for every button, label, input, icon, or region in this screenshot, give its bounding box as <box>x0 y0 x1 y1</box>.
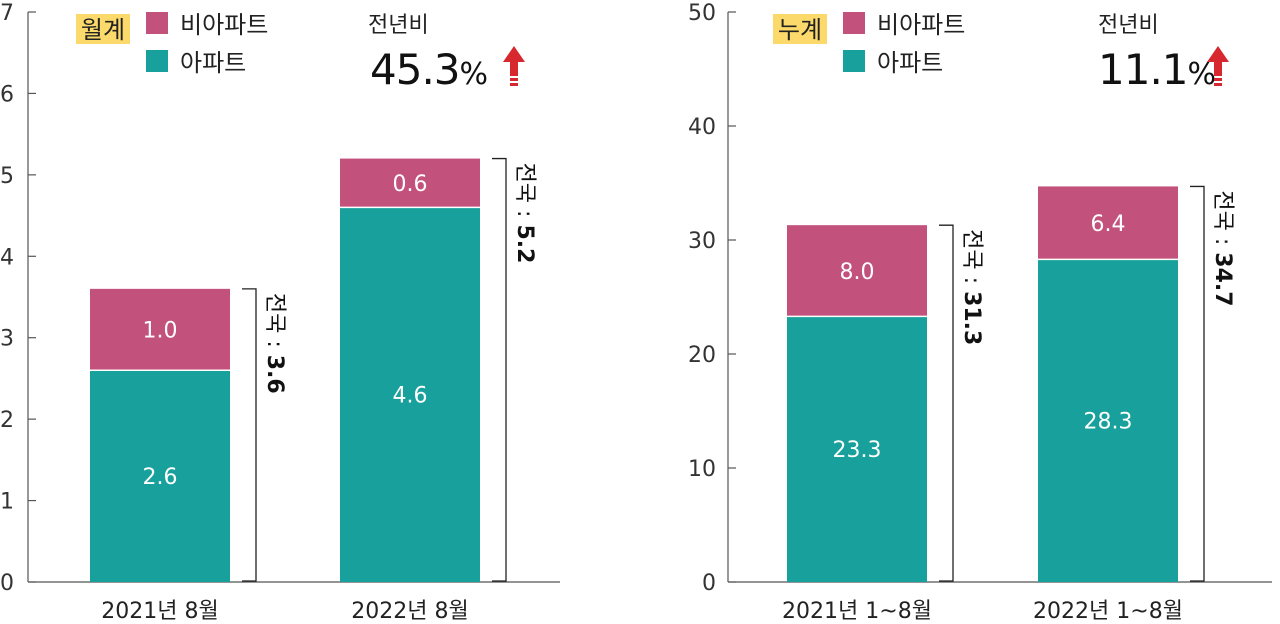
bar-non-apartment <box>1038 186 1178 260</box>
legend-label-apartment: 아파트 <box>180 49 246 77</box>
y-tick-label: 6 <box>0 82 14 107</box>
bar-apartment <box>787 316 927 582</box>
y-tick-label: 2 <box>0 408 14 433</box>
bar-value-label-apartment: 4.6 <box>393 384 428 409</box>
total-bracket <box>492 157 507 582</box>
x-category-label: 2022년 8월 <box>351 599 468 624</box>
monthly-tag-highlight <box>76 14 130 44</box>
bar-value-label-non-apartment: 8.0 <box>840 260 875 285</box>
bar-value-label-non-apartment: 1.0 <box>143 319 178 344</box>
y-tick-label: 0 <box>0 571 14 596</box>
y-tick-label: 5 <box>0 164 14 189</box>
y-tick-label: 0 <box>702 571 716 596</box>
y-tick-label: 7 <box>0 1 14 26</box>
legend-label-non-apartment-2: 비아파트 <box>877 11 965 39</box>
bar-non-apartment <box>340 158 480 208</box>
total-bracket <box>1190 185 1205 582</box>
y-tick-label: 50 <box>688 1 716 26</box>
cumulative-up-arrow-icon <box>1207 46 1229 86</box>
y-tick-label: 20 <box>688 343 716 368</box>
legend-swatch-non-apartment-2 <box>843 12 865 34</box>
legend-swatch-apartment-2 <box>843 50 865 72</box>
x-category-label: 2021년 8월 <box>101 599 218 624</box>
total-label: 전국 : 34.7 <box>1210 190 1235 306</box>
y-tick-label: 1 <box>0 490 14 515</box>
monthly-tag: 월계 <box>81 16 125 44</box>
y-tick-label: 40 <box>688 115 716 140</box>
monthly-y-axis-ticks: 0 1 2 3 4 5 6 7 <box>0 1 36 596</box>
total-bracket <box>939 224 954 582</box>
cumulative-yoy-label: 전년비 <box>1098 13 1159 38</box>
x-category-label: 2021년 1~8월 <box>782 599 932 624</box>
cumulative-bars: 23.3 8.0 2021년 1~8월 전국 : 31.3 28.3 6.4 2022년 1… <box>782 185 1235 624</box>
legend-swatch-apartment <box>146 50 168 72</box>
cumulative-yoy-value: 11.1% <box>1098 45 1216 94</box>
monthly-yoy-value: 45.3% <box>370 45 488 94</box>
bar-value-label-apartment: 2.6 <box>143 465 178 490</box>
bar-value-label-non-apartment: 0.6 <box>393 172 428 197</box>
bar-value-label-non-apartment: 6.4 <box>1091 212 1126 237</box>
monthly-up-arrow-icon <box>503 46 525 86</box>
bar-non-apartment <box>787 225 927 317</box>
monthly-yoy-label: 전년비 <box>368 13 429 38</box>
bar-apartment <box>340 207 480 582</box>
y-tick-label: 10 <box>688 457 716 482</box>
total-label: 전국 : 3.6 <box>262 293 287 394</box>
y-tick-label: 4 <box>0 245 14 270</box>
legend-label-non-apartment: 비아파트 <box>180 11 268 39</box>
monthly-panel: 0 1 2 3 4 5 6 7 2.6 1.0 2021년 8월 전국 : 3.6 4.6 0.6 202… <box>0 1 560 624</box>
bar-value-label-apartment: 28.3 <box>1084 410 1133 435</box>
bar-non-apartment <box>90 288 230 371</box>
legend-label-apartment-2: 아파트 <box>877 49 943 77</box>
y-tick-label: 3 <box>0 327 14 352</box>
cumulative-y-axis-ticks: 0 10 20 30 40 50 <box>688 1 736 596</box>
bar-apartment <box>1038 259 1178 582</box>
total-bracket <box>242 288 257 582</box>
x-category-label: 2022년 1~8월 <box>1033 599 1183 624</box>
y-tick-label: 30 <box>688 229 716 254</box>
cumulative-tag-highlight <box>773 14 827 44</box>
legend-swatch-non-apartment <box>146 12 168 34</box>
cumulative-tag: 누계 <box>778 16 822 44</box>
total-label: 전국 : 31.3 <box>959 229 984 345</box>
bar-apartment <box>90 370 230 582</box>
monthly-bars: 2.6 1.0 2021년 8월 전국 : 3.6 4.6 0.6 2022년 8월 전국 :… <box>90 157 537 624</box>
cumulative-panel: 0 10 20 30 40 50 23.3 8.0 2021년 1~8월 전국 : 31.3 28… <box>688 1 1272 624</box>
total-label: 전국 : 5.2 <box>512 163 537 264</box>
bar-value-label-apartment: 23.3 <box>833 438 882 463</box>
